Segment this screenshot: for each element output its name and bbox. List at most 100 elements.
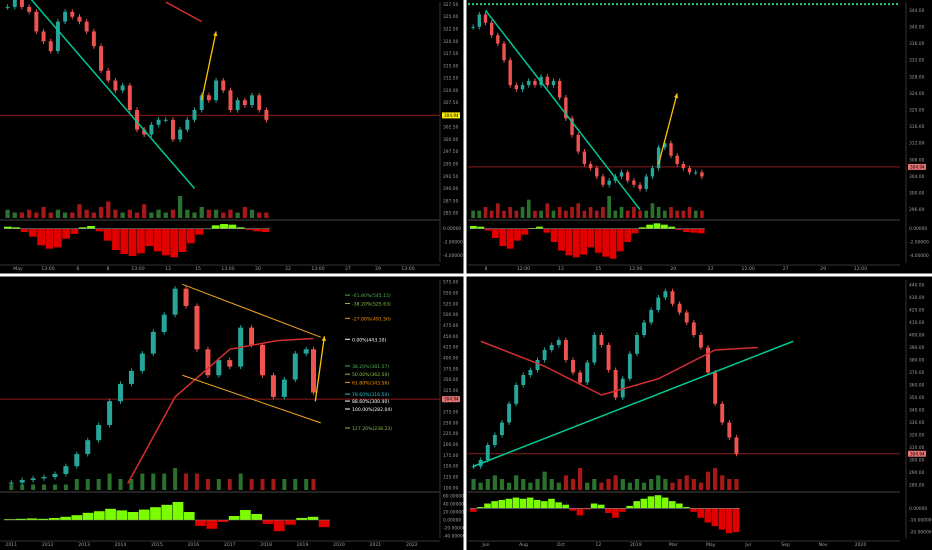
trend-line[interactable] bbox=[484, 9, 641, 211]
volume-bar bbox=[31, 484, 36, 490]
volume-bar bbox=[98, 207, 104, 218]
oscillator-bar bbox=[150, 507, 161, 520]
volume-bar bbox=[656, 207, 661, 218]
moving-average-line bbox=[127, 337, 314, 484]
candle-body bbox=[656, 297, 661, 310]
oscillator-tick-label: 60.00000 bbox=[443, 494, 464, 500]
volume-bar bbox=[545, 203, 550, 218]
candle-body bbox=[492, 435, 497, 445]
candle-body bbox=[627, 353, 632, 379]
oscillator-bar bbox=[676, 503, 683, 509]
time-tick-label: 13 bbox=[558, 266, 564, 272]
candle-body bbox=[77, 16, 82, 22]
oscillator-bar bbox=[12, 227, 21, 229]
volume-bar bbox=[5, 209, 10, 218]
oscillator-bar bbox=[296, 518, 308, 520]
volume-bar bbox=[542, 471, 547, 490]
oscillator-bar bbox=[145, 228, 154, 246]
oscillator-tick-label: -20.00000 bbox=[443, 526, 466, 532]
projection-arrow[interactable] bbox=[201, 31, 217, 101]
price-tick-label: 500.00 bbox=[443, 312, 459, 318]
oscillator-bar bbox=[236, 227, 245, 229]
volume-bar bbox=[691, 479, 696, 490]
oscillator-bar bbox=[558, 228, 565, 251]
volume-bar bbox=[533, 210, 537, 218]
time-tick-label: 27 bbox=[345, 266, 351, 272]
last-price-tag[interactable] bbox=[908, 163, 926, 170]
candle-body bbox=[521, 375, 526, 385]
panel-bottom-right: 440.00 430.00 420.00 410.00 400.00 390.00 380.… bbox=[468, 280, 932, 548]
candle-body bbox=[63, 466, 69, 474]
trend-line[interactable] bbox=[29, 0, 196, 190]
price-tick-label: 285.00 bbox=[443, 211, 459, 217]
oscillator-bar bbox=[26, 518, 38, 520]
oscillator-bar bbox=[172, 502, 184, 520]
time-tick-label: 13:00 bbox=[401, 266, 414, 272]
oscillator-tick-label: -20.00000 bbox=[909, 530, 932, 536]
candle-body bbox=[564, 97, 568, 119]
price-tick-label: 300.00 bbox=[909, 458, 925, 464]
time-tick-label: Aug bbox=[519, 542, 528, 548]
oscillator-bar bbox=[590, 503, 598, 509]
channel-bottom-line[interactable] bbox=[182, 374, 321, 424]
candle-body bbox=[556, 340, 561, 345]
volume-bar bbox=[675, 210, 680, 218]
last-price-tag[interactable] bbox=[442, 396, 460, 403]
oscillator-bar bbox=[506, 228, 514, 249]
volume-bar bbox=[120, 212, 125, 218]
time-tick-label: Nov bbox=[819, 542, 828, 548]
oscillator-bar bbox=[668, 226, 676, 229]
volume-bar bbox=[520, 207, 525, 218]
price-tick-label: 150.00 bbox=[443, 464, 459, 470]
candle-body bbox=[34, 11, 39, 32]
last-price-tag[interactable] bbox=[442, 112, 460, 119]
price-tick-label: 325.00 bbox=[443, 388, 459, 394]
projection-arrow[interactable] bbox=[314, 336, 326, 402]
price-tick-label: 344.00 bbox=[909, 8, 925, 14]
candle-body bbox=[734, 437, 739, 454]
candle-body bbox=[533, 80, 537, 86]
trend-line[interactable] bbox=[473, 340, 794, 467]
price-tick-label: 312.50 bbox=[443, 76, 459, 82]
candle-body bbox=[496, 35, 500, 44]
time-tick-label: 2019 bbox=[630, 542, 642, 548]
time-tick-label: 2021 bbox=[370, 542, 382, 548]
candle-body bbox=[557, 80, 562, 98]
channel-top-line[interactable] bbox=[182, 283, 321, 338]
oscillator-bar bbox=[37, 518, 49, 520]
oscillator-bar bbox=[95, 228, 104, 232]
volume-bar bbox=[698, 482, 704, 490]
oscillator-bar bbox=[612, 508, 619, 518]
volume-bar bbox=[162, 473, 167, 490]
volume-bar bbox=[585, 482, 590, 490]
volume-bar bbox=[693, 210, 698, 218]
candle-body bbox=[588, 164, 593, 169]
last-price-tag[interactable] bbox=[908, 450, 926, 457]
oscillator-bar bbox=[533, 499, 541, 509]
price-tick-label: 100.00 bbox=[443, 485, 459, 491]
volume-bar bbox=[192, 212, 197, 218]
panel-top-right: 344.00 340.00 336.00 332.00 328.00 324.00 320.… bbox=[468, 2, 929, 272]
oscillator-bar bbox=[128, 228, 137, 256]
candle-body bbox=[30, 478, 36, 481]
volume-bar bbox=[127, 209, 132, 218]
oscillator-bar bbox=[217, 520, 229, 522]
price-tick-label: 200.00 bbox=[443, 442, 459, 448]
price-tick-label: 307.50 bbox=[443, 100, 459, 106]
volume-bar bbox=[619, 207, 624, 218]
oscillator-bar bbox=[253, 228, 262, 232]
volume-bar bbox=[549, 479, 554, 490]
oscillator-bar bbox=[654, 495, 662, 509]
volume-bar bbox=[570, 479, 576, 490]
volume-bar bbox=[483, 207, 488, 218]
price-tick-label: 327.50 bbox=[443, 2, 459, 8]
oscillator-bar bbox=[690, 508, 697, 512]
volume-bar bbox=[74, 479, 79, 490]
projection-arrow[interactable] bbox=[657, 93, 678, 165]
oscillator-bar bbox=[37, 228, 46, 246]
candle-body bbox=[99, 46, 104, 71]
price-tick-label: 350.00 bbox=[909, 395, 925, 401]
candle-body bbox=[663, 291, 668, 298]
volume-bar bbox=[539, 210, 543, 218]
fib-level-label: -61.80%(545.15) bbox=[352, 293, 391, 299]
